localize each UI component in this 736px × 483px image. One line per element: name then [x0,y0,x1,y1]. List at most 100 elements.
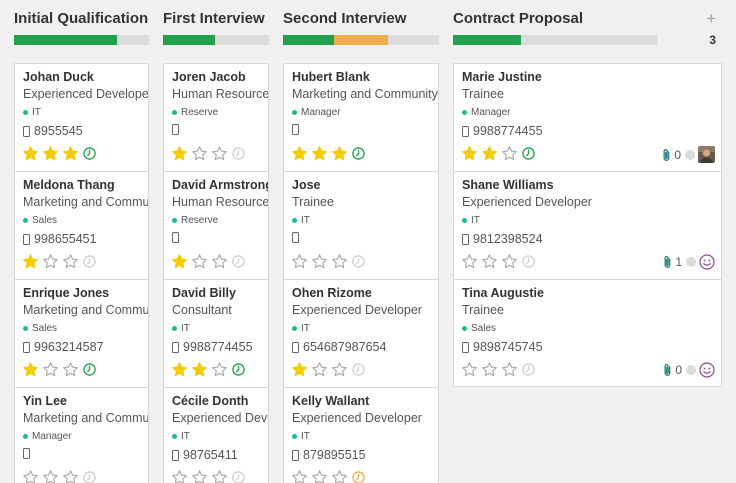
star-filled-icon[interactable] [171,145,188,162]
priority-stars[interactable] [171,253,245,270]
applicant-card[interactable]: David Billy Consultant IT 9988774455 [163,279,269,387]
star-filled-icon[interactable] [42,145,59,162]
star-filled-icon[interactable] [331,145,348,162]
activity-clock-icon[interactable] [83,363,96,376]
star-empty-icon[interactable] [501,145,518,162]
star-empty-icon[interactable] [211,469,228,483]
paperclip-icon[interactable] [662,255,673,269]
star-empty-icon[interactable] [311,253,328,270]
applicant-card[interactable]: Hubert Blank Marketing and Community Mana… [283,63,439,171]
star-empty-icon[interactable] [311,361,328,378]
priority-stars[interactable] [461,361,535,378]
star-filled-icon[interactable] [291,145,308,162]
activity-clock-icon[interactable] [232,363,245,376]
star-empty-icon[interactable] [211,253,228,270]
activity-clock-icon[interactable] [522,255,535,268]
priority-stars[interactable] [291,253,365,270]
priority-stars[interactable] [291,145,365,162]
priority-stars[interactable] [461,253,535,270]
applicant-card[interactable]: Jose Trainee IT [283,171,439,279]
column-title[interactable]: First Interview [163,10,265,27]
applicant-card[interactable]: Tina Augustie Trainee Sales 9898745745 0 [453,279,722,387]
priority-stars[interactable] [22,145,96,162]
column-progress-bar[interactable] [14,35,149,45]
star-empty-icon[interactable] [42,361,59,378]
priority-stars[interactable] [171,469,245,483]
star-filled-icon[interactable] [171,253,188,270]
priority-stars[interactable] [291,469,365,483]
star-empty-icon[interactable] [42,253,59,270]
applicant-card[interactable]: Johan Duck Experienced Developer IT 8955545 [14,63,149,171]
star-empty-icon[interactable] [62,469,79,483]
star-empty-icon[interactable] [331,253,348,270]
star-empty-icon[interactable] [461,361,478,378]
star-filled-icon[interactable] [171,361,188,378]
star-empty-icon[interactable] [481,361,498,378]
activity-clock-icon[interactable] [232,147,245,160]
paperclip-icon[interactable] [662,363,673,377]
star-empty-icon[interactable] [211,361,228,378]
column-title[interactable]: Initial Qualification [14,10,149,27]
star-filled-icon[interactable] [291,361,308,378]
star-empty-icon[interactable] [62,361,79,378]
user-avatar-placeholder-icon[interactable] [699,362,715,378]
activity-clock-icon[interactable] [83,471,96,483]
priority-stars[interactable] [22,361,96,378]
priority-stars[interactable] [461,145,535,162]
progress-segment[interactable] [14,35,117,45]
star-filled-icon[interactable] [481,145,498,162]
star-empty-icon[interactable] [191,253,208,270]
activity-clock-icon[interactable] [352,255,365,268]
progress-segment[interactable] [283,35,335,45]
star-empty-icon[interactable] [191,145,208,162]
star-empty-icon[interactable] [62,253,79,270]
star-empty-icon[interactable] [291,469,308,483]
star-filled-icon[interactable] [22,253,39,270]
applicant-card[interactable]: Marie Justine Trainee Manager 9988774455 0 [453,63,722,171]
star-filled-icon[interactable] [22,145,39,162]
priority-stars[interactable] [171,145,245,162]
activity-clock-icon[interactable] [352,147,365,160]
star-filled-icon[interactable] [311,145,328,162]
star-empty-icon[interactable] [291,253,308,270]
activity-clock-icon[interactable] [352,363,365,376]
progress-segment[interactable] [163,35,215,45]
priority-stars[interactable] [22,469,96,483]
applicant-card[interactable]: David Armstrong Human Resources Reserve [163,171,269,279]
star-empty-icon[interactable] [42,469,59,483]
applicant-card[interactable]: Meldona Thang Marketing and Community Sale… [14,171,149,279]
activity-clock-icon[interactable] [522,363,535,376]
star-empty-icon[interactable] [501,361,518,378]
star-empty-icon[interactable] [171,469,188,483]
column-title[interactable]: Contract Proposal [453,10,584,27]
user-avatar[interactable] [698,146,715,163]
column-progress-bar[interactable] [163,35,269,45]
progress-segment[interactable] [453,35,521,45]
user-avatar-placeholder-icon[interactable] [699,254,715,270]
add-column-button[interactable]: + [706,9,716,28]
applicant-card[interactable]: Shane Williams Experienced Developer IT 981… [453,171,722,279]
star-empty-icon[interactable] [211,145,228,162]
kanban-state-dot[interactable] [686,365,696,375]
star-empty-icon[interactable] [331,361,348,378]
star-empty-icon[interactable] [481,253,498,270]
star-filled-icon[interactable] [191,361,208,378]
activity-clock-icon[interactable] [83,147,96,160]
applicant-card[interactable]: Ohen Rizome Experienced Developer IT 654687… [283,279,439,387]
applicant-card[interactable]: Cécile Donth Experienced Developer IT 98765… [163,387,269,483]
applicant-card[interactable]: Enrique Jones Marketing and Community Sale… [14,279,149,387]
column-title[interactable]: Second Interview [283,10,407,27]
star-filled-icon[interactable] [22,361,39,378]
star-empty-icon[interactable] [331,469,348,483]
paperclip-icon[interactable] [661,148,672,162]
star-empty-icon[interactable] [311,469,328,483]
priority-stars[interactable] [291,361,365,378]
star-filled-icon[interactable] [62,145,79,162]
column-progress-bar[interactable] [283,35,439,45]
star-filled-icon[interactable] [461,145,478,162]
applicant-card[interactable]: Kelly Wallant Experienced Developer IT 8798… [283,387,439,483]
star-empty-icon[interactable] [22,469,39,483]
kanban-state-dot[interactable] [686,257,696,267]
applicant-card[interactable]: Yin Lee Marketing and Community Manager [14,387,149,483]
activity-clock-icon[interactable] [352,471,365,483]
